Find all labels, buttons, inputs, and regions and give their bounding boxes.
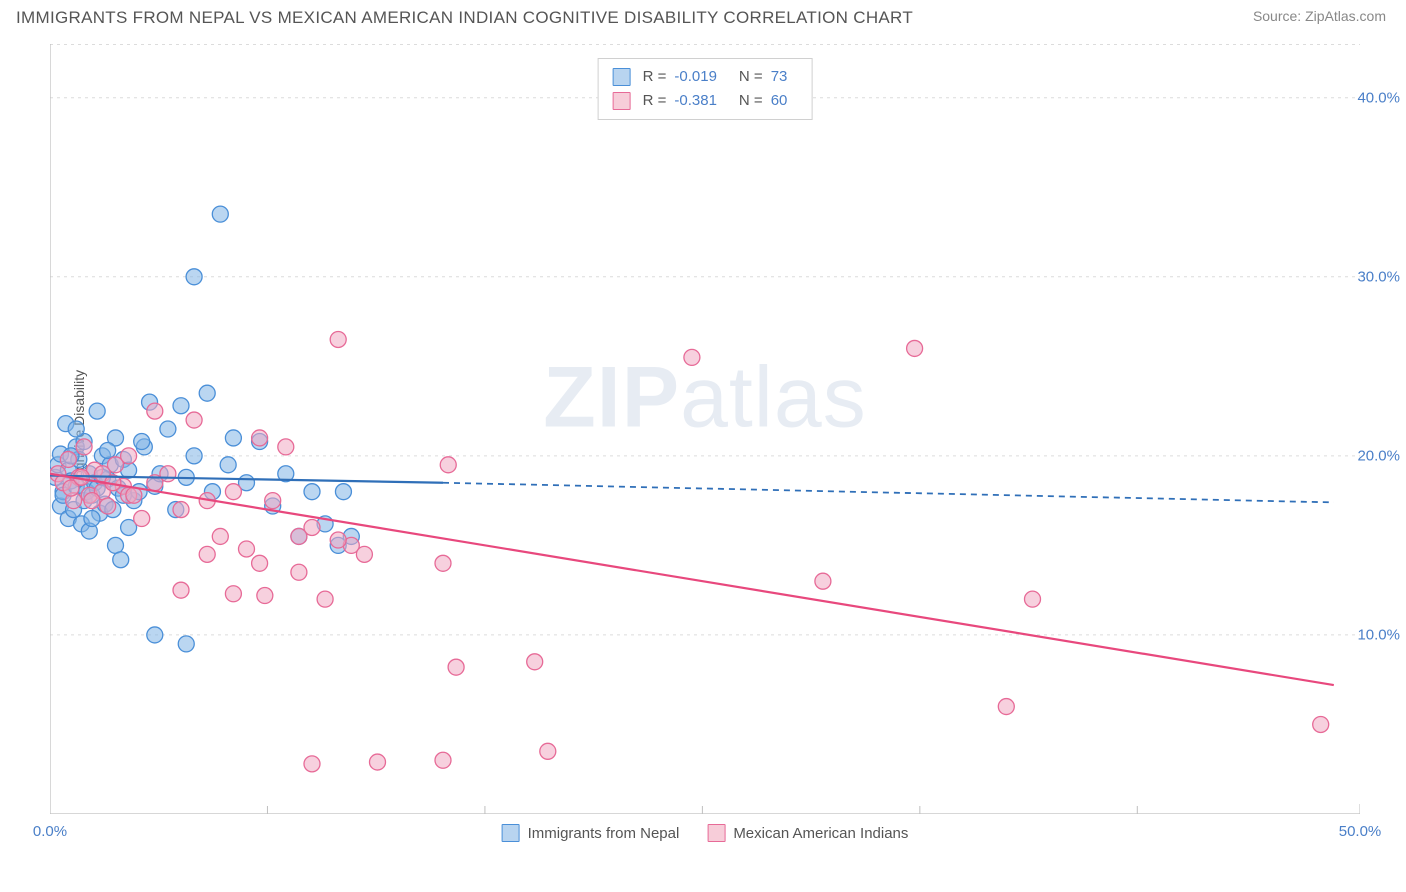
r-value: -0.381 xyxy=(674,89,717,113)
n-label: N = xyxy=(739,89,763,113)
x-tick-label: 50.0% xyxy=(1339,823,1382,840)
legend-item: Immigrants from Nepal xyxy=(502,824,680,842)
legend-swatch xyxy=(707,824,725,842)
r-value: -0.019 xyxy=(674,65,717,89)
y-tick-label: 10.0% xyxy=(1357,626,1400,643)
n-value: 73 xyxy=(771,65,788,89)
legend-label: Immigrants from Nepal xyxy=(528,825,680,842)
r-label: R = xyxy=(643,89,667,113)
scatter-plot xyxy=(50,44,1360,814)
y-tick-label: 20.0% xyxy=(1357,447,1400,464)
legend-row: R = -0.019 N = 73 xyxy=(613,65,798,89)
y-tick-label: 30.0% xyxy=(1357,268,1400,285)
legend-label: Mexican American Indians xyxy=(733,825,908,842)
legend-swatch xyxy=(613,92,631,110)
chart-area: Cognitive Disability ZIPatlas R =-0.019N… xyxy=(50,44,1360,814)
legend-item: Mexican American Indians xyxy=(707,824,908,842)
n-label: N = xyxy=(739,65,763,89)
chart-title: IMMIGRANTS FROM NEPAL VS MEXICAN AMERICA… xyxy=(16,8,913,28)
source-label: Source: ZipAtlas.com xyxy=(1253,8,1386,24)
legend-swatch xyxy=(502,824,520,842)
y-tick-label: 40.0% xyxy=(1357,89,1400,106)
series-legend: Immigrants from Nepal Mexican American In… xyxy=(502,824,909,842)
legend-swatch xyxy=(613,68,631,86)
legend-row: R = -0.381 N = 60 xyxy=(613,89,798,113)
n-value: 60 xyxy=(771,89,788,113)
x-tick-label: 0.0% xyxy=(33,823,67,840)
r-label: R = xyxy=(643,65,667,89)
correlation-legend: R = -0.019 N = 73 R = -0.381 N = 60 xyxy=(598,58,813,120)
